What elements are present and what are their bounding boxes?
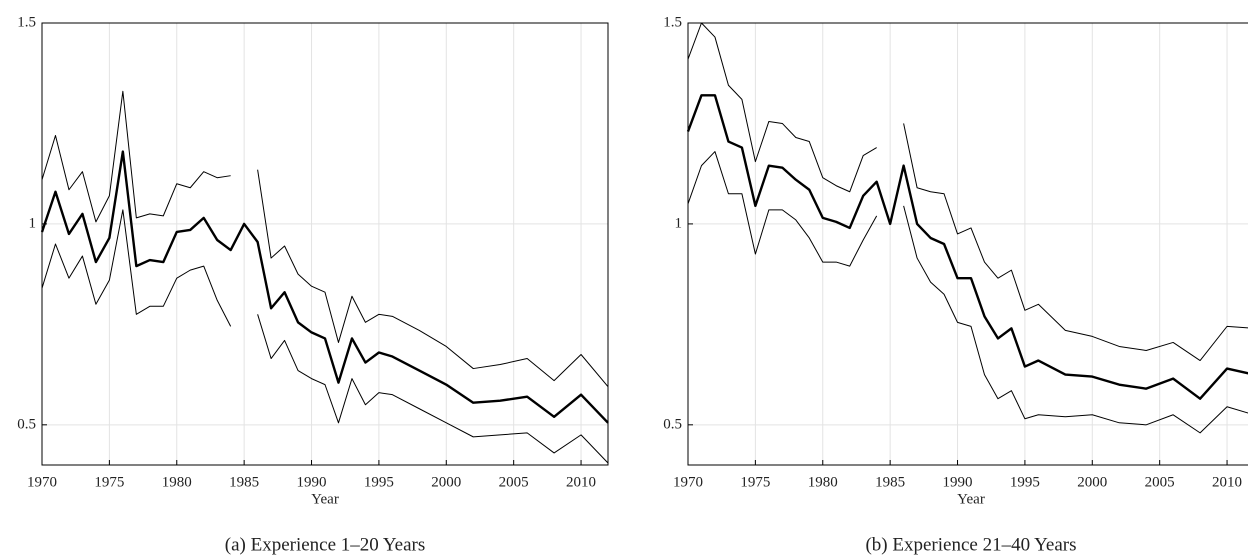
x-tick-label: 1980 [808, 474, 838, 490]
x-tick-label: 1995 [364, 474, 394, 490]
plot-frame [41, 22, 609, 466]
x-tick-label: 2000 [1077, 474, 1107, 490]
x-tick-label: 2005 [499, 474, 529, 490]
x-tick-label: 1995 [1010, 474, 1040, 490]
x-tick-label: 1975 [94, 474, 124, 490]
series-line [686, 94, 1248, 400]
series-line [687, 22, 1248, 362]
x-tick-label: 1970 [673, 474, 703, 490]
x-tick-label: 1970 [27, 474, 57, 490]
x-tick-label: 2000 [431, 474, 461, 490]
caption: (a) Experience 1–20 Years [225, 534, 425, 555]
x-tick-label: 1975 [740, 474, 770, 490]
x-tick-label: 2010 [1212, 474, 1242, 490]
series-line [41, 209, 609, 464]
series-line [40, 150, 609, 424]
x-tick-label: 1985 [875, 474, 905, 490]
plot-frame [687, 22, 1248, 466]
x-tick-label: 2010 [566, 474, 596, 490]
x-tick-label: 1980 [162, 474, 192, 490]
y-tick-label: 0.5 [17, 416, 36, 432]
x-axis-label: Year [957, 491, 985, 507]
series-line [687, 151, 1248, 434]
x-tick-label: 2005 [1145, 474, 1175, 490]
y-tick-label: 1.5 [663, 14, 682, 30]
series-line [41, 90, 609, 387]
caption: (b) Experience 21–40 Years [865, 534, 1076, 555]
x-tick-label: 1990 [297, 474, 327, 490]
x-tick-label: 1990 [943, 474, 973, 490]
y-tick-label: 0.5 [663, 416, 682, 432]
x-axis-label: Year [311, 491, 339, 507]
x-tick-label: 1985 [229, 474, 259, 490]
y-tick-label: 1 [29, 215, 37, 231]
y-tick-label: 1.5 [17, 14, 36, 30]
y-tick-label: 1 [675, 215, 683, 231]
